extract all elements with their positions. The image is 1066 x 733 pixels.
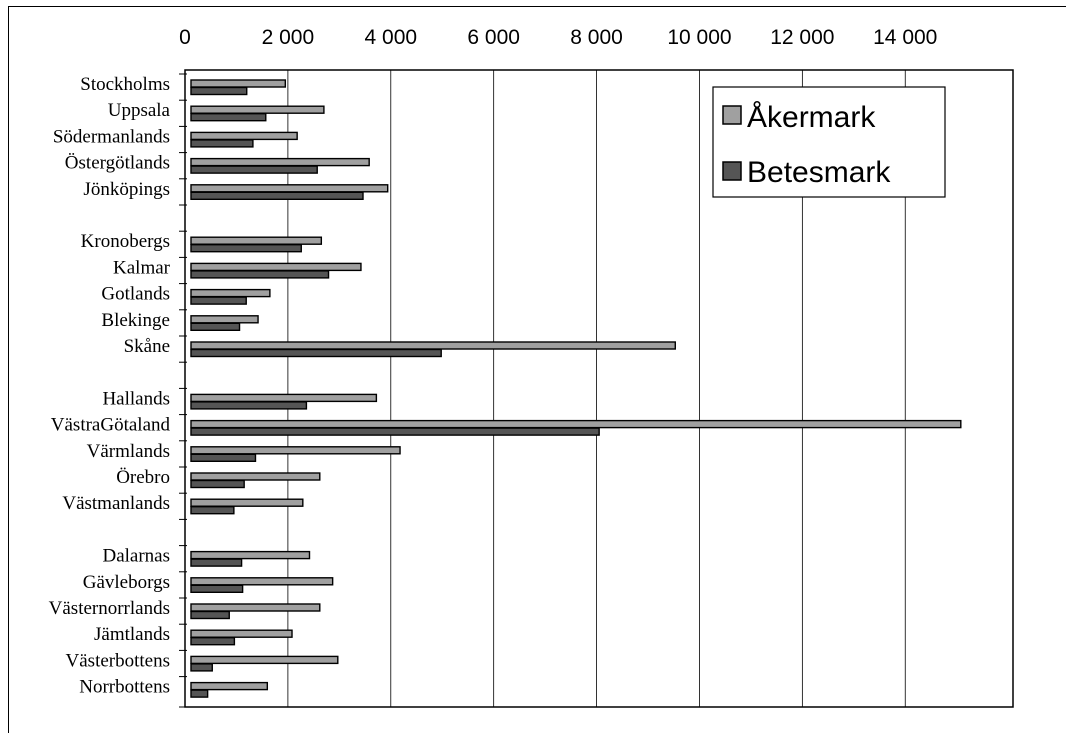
bars — [190, 79, 962, 698]
bar-akermark — [190, 131, 298, 141]
bar-betesmark — [190, 663, 213, 672]
category-label: Uppsala — [108, 100, 171, 121]
category-label: Kronobergs — [81, 231, 170, 252]
category-label: Östergötlands — [65, 153, 170, 174]
bar-betesmark — [190, 296, 247, 305]
category-label: Västmanlands — [62, 493, 170, 514]
bar-betesmark — [190, 453, 257, 462]
bar-akermark — [190, 341, 676, 350]
bar-betesmark — [190, 243, 302, 253]
bar-betesmark — [190, 165, 318, 174]
bar-akermark — [190, 262, 362, 272]
category-label: Dalarnas — [102, 546, 170, 567]
bar-betesmark — [190, 637, 236, 646]
bar-betesmark — [190, 270, 330, 279]
bar-akermark — [190, 550, 311, 560]
bar-betesmark — [190, 112, 267, 122]
category-label: Värmlands — [87, 441, 170, 462]
bar-akermark — [190, 105, 325, 114]
category-label: Gotlands — [101, 284, 170, 305]
legend-swatch-betesmark — [722, 161, 742, 181]
legend-label-akermark: Åkermark — [747, 101, 876, 134]
bar-akermark — [190, 681, 269, 691]
bar-betesmark — [190, 322, 241, 331]
category-label: Blekinge — [101, 310, 170, 331]
bar-akermark — [190, 472, 321, 481]
bar-akermark — [190, 315, 259, 324]
bar-betesmark — [190, 584, 244, 593]
bar-betesmark — [190, 191, 364, 201]
category-label: Kalmar — [113, 257, 171, 278]
bar-betesmark — [190, 348, 442, 358]
category-label: Södermanlands — [53, 126, 170, 147]
bar-betesmark — [190, 479, 245, 489]
bar-akermark — [190, 446, 401, 455]
axes — [179, 73, 187, 708]
category-label: Hallands — [102, 388, 170, 409]
bar-betesmark — [190, 401, 308, 410]
category-label: Skåne — [124, 336, 170, 357]
category-label: Jämtlands — [94, 624, 170, 645]
bar-betesmark — [190, 610, 230, 620]
x-tick-label: 0 — [179, 26, 191, 49]
category-label: Örebro — [116, 467, 170, 488]
bar-akermark — [190, 79, 287, 88]
x-tick-label: 2 000 — [262, 26, 315, 49]
bar-betesmark — [190, 139, 254, 148]
category-label: VästraGötaland — [51, 415, 171, 436]
x-tick-label: 8 000 — [570, 26, 623, 49]
bar-akermark — [190, 629, 293, 638]
x-tick-label: 6 000 — [467, 26, 520, 49]
category-label: Norrbottens — [79, 677, 170, 698]
bar-akermark — [190, 603, 321, 612]
category-label: Gävleborgs — [83, 572, 170, 593]
bar-akermark — [190, 184, 389, 193]
category-label: Västerbottens — [66, 650, 170, 671]
bar-akermark — [190, 419, 962, 429]
bar-akermark — [190, 498, 304, 507]
bar-betesmark — [190, 689, 209, 698]
x-tick-label: 14 000 — [873, 26, 937, 49]
bar-betesmark — [190, 558, 243, 567]
legend: Åkermark Betesmark — [712, 86, 946, 198]
bar-betesmark — [190, 506, 235, 515]
category-label: Jönköpings — [83, 179, 170, 200]
x-tick-label: 12 000 — [770, 26, 834, 49]
legend-label-betesmark: Betesmark — [747, 156, 891, 189]
category-label: Västernorrlands — [49, 598, 170, 619]
bar-akermark — [190, 577, 334, 586]
legend-box — [712, 86, 946, 198]
bar-akermark — [190, 655, 339, 665]
bar-akermark — [190, 393, 378, 403]
labels: 0 2 000 4 000 6 000 8 000 10 000 12 000 14 000 S… — [49, 26, 938, 698]
bar-betesmark — [190, 86, 248, 96]
bar-akermark — [190, 288, 271, 298]
bar-betesmark — [190, 427, 600, 436]
legend-swatch-akermark — [722, 105, 742, 125]
x-tick-label: 4 000 — [365, 26, 418, 49]
bar-akermark — [190, 157, 370, 167]
x-tick-label: 10 000 — [667, 26, 731, 49]
category-label: Stockholms — [80, 74, 170, 95]
bar-akermark — [190, 236, 323, 245]
